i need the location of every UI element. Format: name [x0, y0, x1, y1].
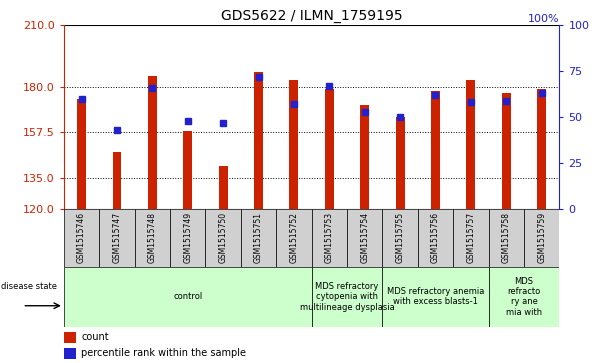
Text: GSM1515748: GSM1515748: [148, 212, 157, 263]
Bar: [347, 209, 382, 267]
Bar: [112, 152, 122, 209]
Bar: [466, 81, 475, 209]
Bar: [289, 81, 299, 209]
Bar: [64, 267, 311, 327]
Bar: [64, 209, 99, 267]
Bar: [99, 209, 134, 267]
Bar: [183, 131, 192, 209]
Bar: [431, 91, 440, 209]
Bar: [489, 209, 524, 267]
Text: 100%: 100%: [528, 13, 559, 24]
Text: GSM1515759: GSM1515759: [537, 212, 546, 263]
Text: GSM1515746: GSM1515746: [77, 212, 86, 263]
Bar: [361, 105, 369, 209]
Bar: [77, 99, 86, 209]
Text: GSM1515749: GSM1515749: [183, 212, 192, 263]
Text: GSM1515751: GSM1515751: [254, 212, 263, 263]
Title: GDS5622 / ILMN_1759195: GDS5622 / ILMN_1759195: [221, 9, 402, 23]
Text: GSM1515747: GSM1515747: [112, 212, 122, 263]
Bar: [276, 209, 311, 267]
Bar: [311, 209, 347, 267]
Text: GSM1515756: GSM1515756: [431, 212, 440, 263]
Bar: [219, 166, 227, 209]
Bar: [241, 209, 276, 267]
Bar: [382, 209, 418, 267]
Text: disease state: disease state: [1, 282, 57, 291]
Bar: [382, 267, 489, 327]
Text: GSM1515754: GSM1515754: [360, 212, 369, 263]
Bar: [325, 89, 334, 209]
Bar: [489, 267, 559, 327]
Bar: [502, 93, 511, 209]
Text: GSM1515750: GSM1515750: [219, 212, 227, 263]
Text: GSM1515753: GSM1515753: [325, 212, 334, 263]
Text: GSM1515755: GSM1515755: [396, 212, 404, 263]
Bar: [396, 117, 404, 209]
Text: percentile rank within the sample: percentile rank within the sample: [81, 348, 246, 358]
Bar: [170, 209, 206, 267]
Bar: [148, 76, 157, 209]
Bar: [311, 267, 382, 327]
Bar: [206, 209, 241, 267]
Bar: [64, 332, 76, 343]
Text: GSM1515757: GSM1515757: [466, 212, 475, 263]
Text: MDS refractory anemia
with excess blasts-1: MDS refractory anemia with excess blasts…: [387, 287, 484, 306]
Text: count: count: [81, 332, 109, 342]
Text: GSM1515758: GSM1515758: [502, 212, 511, 263]
Text: MDS refractory
cytopenia with
multilineage dysplasia: MDS refractory cytopenia with multilinea…: [300, 282, 395, 312]
Bar: [134, 209, 170, 267]
Bar: [254, 72, 263, 209]
Bar: [524, 209, 559, 267]
Text: GSM1515752: GSM1515752: [289, 212, 299, 263]
Bar: [537, 89, 546, 209]
Bar: [453, 209, 489, 267]
Bar: [418, 209, 453, 267]
Text: MDS
refracto
ry ane
mia with: MDS refracto ry ane mia with: [506, 277, 542, 317]
Bar: [64, 348, 76, 359]
Text: control: control: [173, 292, 202, 301]
